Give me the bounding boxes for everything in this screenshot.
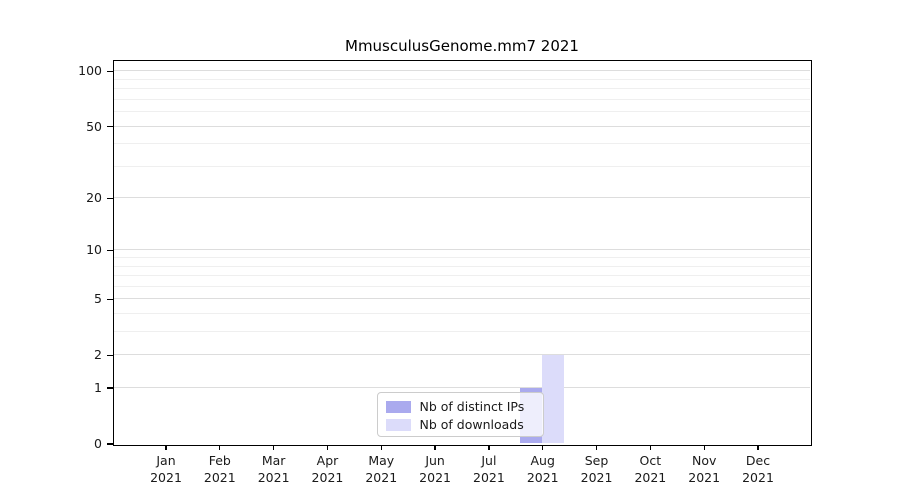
x-tick-mark: [757, 445, 759, 450]
x-tick-label: May 2021: [365, 453, 398, 485]
y-gridline-minor: [113, 275, 810, 277]
y-gridline-major: [113, 249, 810, 251]
legend-item: Nb of distinct IPs: [385, 398, 535, 416]
x-tick-label: Mar 2021: [257, 453, 290, 485]
y-tick-mark: [107, 298, 113, 301]
x-tick-mark: [219, 445, 221, 450]
y-gridline-minor: [113, 285, 810, 287]
x-tick-mark: [326, 445, 329, 450]
y-gridline-minor: [113, 313, 810, 315]
y-gridline-minor: [113, 88, 810, 90]
legend-swatch: [385, 418, 411, 431]
x-tick-label: Dec 2021: [742, 453, 774, 485]
y-tick-mark: [107, 70, 113, 73]
y-gridline-minor: [113, 111, 810, 113]
y-gridline-major: [113, 354, 810, 356]
x-tick-mark: [542, 445, 544, 450]
legend-label: Nb of downloads: [419, 417, 524, 432]
chart-title: MmusculusGenome.mm7 2021: [345, 37, 579, 55]
x-tick-label: Feb 2021: [203, 453, 236, 485]
x-tick-label: Oct 2021: [634, 453, 667, 485]
y-tick-label: 2: [94, 347, 102, 363]
y-gridline-minor: [113, 78, 810, 80]
y-gridline-major: [113, 125, 810, 127]
y-tick-label: 20: [86, 190, 102, 206]
y-gridline-minor: [113, 165, 810, 167]
legend: Nb of distinct IPs Nb of downloads: [376, 391, 544, 437]
y-tick-mark: [107, 249, 113, 252]
legend-label: Nb of distinct IPs: [419, 399, 525, 414]
y-tick-label: 1: [94, 380, 102, 396]
y-tick-mark: [107, 354, 113, 356]
x-tick-mark: [703, 445, 705, 450]
y-gridline-minor: [113, 143, 810, 145]
y-tick-label: 5: [94, 291, 102, 307]
y-gridline-major: [113, 387, 810, 389]
y-tick-label: 0: [94, 436, 102, 451]
x-tick-mark: [272, 445, 275, 450]
x-tick-mark: [595, 445, 598, 450]
legend-swatch: [385, 400, 411, 413]
y-tick-mark: [107, 387, 113, 389]
x-tick-mark: [488, 445, 490, 450]
x-tick-mark: [434, 445, 436, 450]
y-gridline-major: [113, 70, 810, 72]
x-tick-label: Aug 2021: [526, 453, 559, 485]
y-gridline-major: [113, 298, 810, 300]
x-tick-mark: [649, 445, 651, 450]
y-tick-mark: [107, 443, 113, 445]
y-tick-label: 10: [86, 242, 102, 258]
y-gridline-minor: [113, 265, 810, 267]
x-tick-label: Apr 2021: [311, 453, 344, 485]
y-gridline-major: [113, 197, 810, 199]
y-tick-mark: [107, 125, 113, 128]
y-gridline-minor: [113, 331, 810, 333]
plot-area: Nb of distinct IPs Nb of downloads: [112, 59, 812, 446]
x-tick-label: Jan 2021: [150, 453, 182, 485]
y-tick-mark: [107, 197, 113, 199]
x-tick-mark: [165, 445, 167, 450]
x-tick-mark: [380, 445, 382, 450]
y-gridline-minor: [113, 98, 810, 100]
bar-nb-of-downloads: [542, 354, 565, 444]
x-tick-label: Nov 2021: [688, 453, 721, 485]
x-tick-label: Jun 2021: [419, 453, 451, 485]
legend-item: Nb of downloads: [385, 416, 535, 434]
y-tick-label: 50: [86, 118, 102, 134]
x-tick-label: Jul 2021: [473, 453, 505, 485]
y-gridline-minor: [113, 257, 810, 259]
x-tick-label: Sep 2021: [580, 453, 613, 485]
y-tick-label: 100: [78, 63, 102, 79]
